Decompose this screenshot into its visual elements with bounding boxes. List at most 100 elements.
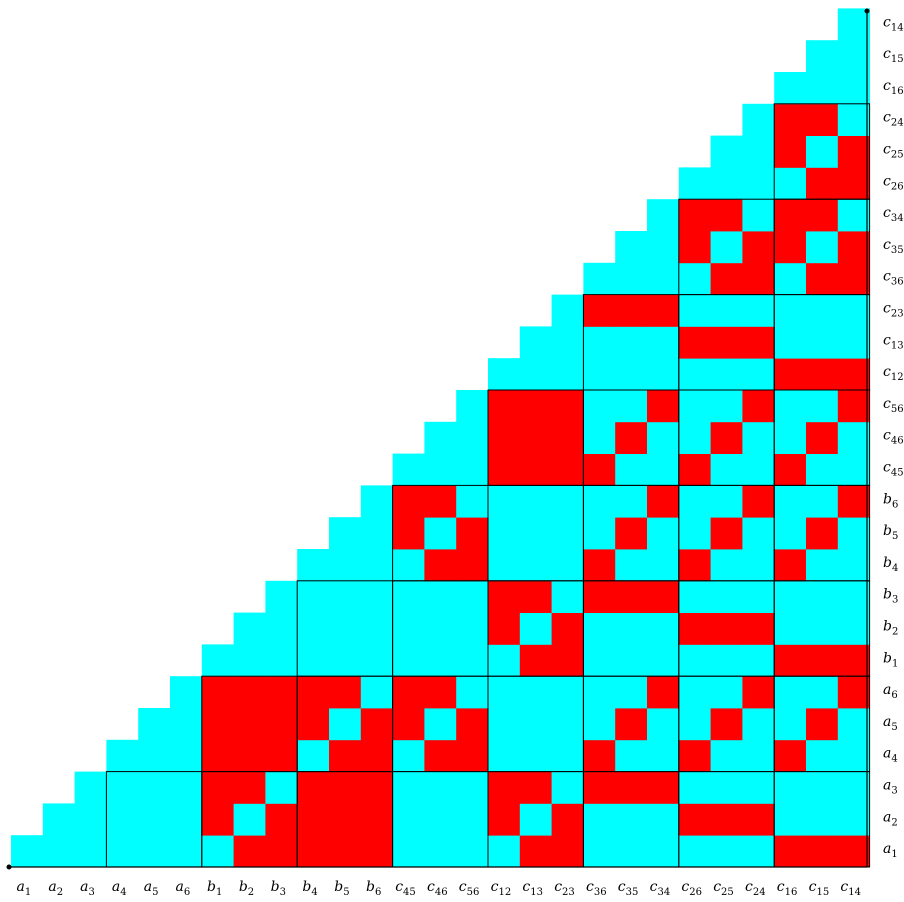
- cell-one: [201, 771, 234, 804]
- cell-zero: [615, 549, 648, 582]
- cell-one: [710, 517, 743, 550]
- cell-zero: [519, 549, 552, 582]
- cell-zero: [774, 167, 807, 200]
- cell-zero: [806, 739, 839, 772]
- cell-one: [201, 676, 234, 709]
- cell-zero: [424, 644, 457, 677]
- diagonal-cell: [456, 390, 489, 423]
- cell-zero: [837, 612, 870, 645]
- cell-zero: [456, 612, 489, 645]
- row-label: c23: [883, 301, 904, 320]
- cell-zero: [678, 294, 711, 327]
- diagonal-cell: [456, 453, 489, 486]
- row-label: c36: [883, 269, 904, 288]
- cell-zero: [360, 612, 393, 645]
- cell-zero: [615, 676, 648, 709]
- cell-one: [710, 262, 743, 295]
- diagonal-cell: [710, 167, 743, 200]
- cell-zero: [392, 803, 425, 836]
- cell-zero: [583, 517, 616, 550]
- row-label: b2: [883, 619, 898, 638]
- cell-zero: [647, 453, 680, 486]
- cell-zero: [710, 739, 743, 772]
- column-label: c16: [777, 879, 798, 898]
- cell-one: [806, 517, 839, 550]
- cell-one: [456, 739, 489, 772]
- row-label: c34: [883, 205, 904, 224]
- column-label: a3: [80, 879, 95, 898]
- cell-zero: [678, 390, 711, 423]
- diagonal-cell: [74, 835, 107, 868]
- cell-one: [519, 453, 552, 486]
- cell-one: [710, 708, 743, 741]
- column-label: c15: [809, 879, 830, 898]
- cell-zero: [519, 739, 552, 772]
- diagonal-cell: [678, 167, 711, 200]
- row-label: c12: [883, 364, 904, 383]
- cell-one: [551, 612, 584, 645]
- cell-one: [265, 708, 298, 741]
- cell-one: [806, 835, 839, 868]
- cell-one: [519, 421, 552, 454]
- diagonal-cell: [551, 358, 584, 391]
- row-label: a1: [883, 841, 898, 860]
- cell-zero: [583, 421, 616, 454]
- cell-one: [583, 739, 616, 772]
- cell-zero: [837, 103, 870, 136]
- column-label: b5: [334, 879, 349, 898]
- cell-one: [647, 390, 680, 423]
- cell-one: [647, 485, 680, 518]
- row-label: c24: [883, 110, 904, 129]
- cell-one: [837, 167, 870, 200]
- cell-one: [837, 231, 870, 264]
- cell-zero: [265, 771, 298, 804]
- cell-zero: [583, 358, 616, 391]
- cell-one: [488, 803, 521, 836]
- cell-one: [806, 421, 839, 454]
- cell-zero: [678, 421, 711, 454]
- cell-zero: [615, 644, 648, 677]
- column-label: a5: [144, 879, 159, 898]
- cell-one: [424, 485, 457, 518]
- cell-zero: [488, 676, 521, 709]
- cell-one: [806, 262, 839, 295]
- cell-zero: [360, 644, 393, 677]
- cell-one: [551, 390, 584, 423]
- cell-zero: [615, 358, 648, 391]
- cell-one: [583, 580, 616, 613]
- cell-zero: [392, 739, 425, 772]
- row-label: c15: [883, 46, 904, 65]
- cell-one: [551, 803, 584, 836]
- cell-zero: [456, 676, 489, 709]
- cell-zero: [392, 835, 425, 868]
- cell-zero: [806, 485, 839, 518]
- cell-zero: [837, 517, 870, 550]
- diagonal-cell: [456, 421, 489, 454]
- cell-one: [710, 421, 743, 454]
- cell-zero: [647, 739, 680, 772]
- diagonal-cell: [233, 612, 266, 645]
- diagonal-cell: [647, 199, 680, 232]
- column-label: c23: [554, 879, 575, 898]
- cell-zero: [837, 549, 870, 582]
- cell-one: [647, 294, 680, 327]
- cell-one: [201, 708, 234, 741]
- cell-one: [647, 580, 680, 613]
- cell-one: [837, 835, 870, 868]
- cell-one: [265, 739, 298, 772]
- cell-zero: [742, 580, 775, 613]
- column-label: c13: [522, 879, 543, 898]
- cell-one: [201, 803, 234, 836]
- cell-one: [837, 644, 870, 677]
- column-label: b4: [302, 879, 317, 898]
- cell-one: [774, 835, 807, 868]
- cell-zero: [424, 708, 457, 741]
- cell-zero: [774, 771, 807, 804]
- cell-one: [233, 771, 266, 804]
- cell-zero: [742, 517, 775, 550]
- diagonal-cell: [742, 135, 775, 168]
- cell-zero: [806, 231, 839, 264]
- cell-one: [742, 676, 775, 709]
- column-label: c25: [713, 879, 734, 898]
- cell-one: [583, 453, 616, 486]
